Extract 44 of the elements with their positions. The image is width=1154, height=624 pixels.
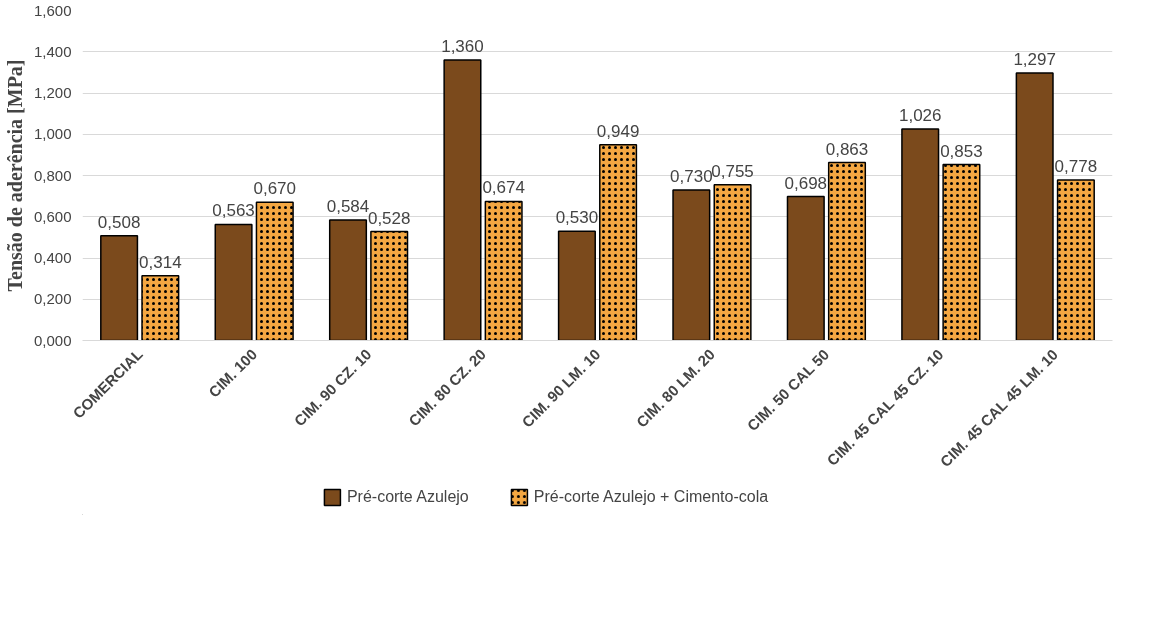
y-tick-label: 1,600: [33, 1, 72, 19]
bar: [1015, 72, 1054, 341]
data-label: 0,949: [596, 121, 640, 141]
data-label: 0,853: [940, 141, 983, 161]
legend-label: Pré-corte Azulejo: [346, 488, 469, 506]
data-label: 0,863: [825, 139, 869, 159]
y-tick-label: 0,600: [33, 207, 72, 225]
y-tick-label: 0,000: [33, 331, 72, 349]
y-tick-label: 1,000: [33, 125, 72, 143]
bar: [557, 230, 596, 341]
y-tick-label: 0,400: [33, 249, 72, 266]
x-tick-label: CIM. 100: [205, 345, 261, 401]
bar: [328, 219, 368, 341]
data-label: 1,026: [898, 105, 942, 125]
data-label: 0,584: [326, 197, 370, 217]
bar: [214, 223, 253, 341]
bar: [443, 59, 482, 341]
data-label: 0,778: [1054, 157, 1098, 177]
legend-label: Pré-corte Azulejo + Cimento-cola: [533, 488, 769, 506]
data-label: 0,563: [212, 201, 255, 221]
y-axis-title: Tensão de aderência [MPa]: [3, 59, 26, 292]
data-label: 0,508: [97, 212, 141, 232]
y-tick-label: 0,200: [33, 290, 72, 308]
x-tick-label: CIM. 80 CZ. 20: [405, 345, 490, 430]
bar: [786, 195, 825, 341]
x-tick-label: CIM. 90 CZ. 10: [290, 345, 375, 430]
data-label: 1,297: [1013, 49, 1056, 69]
x-tick-label: CIM. 50 CAL 50: [743, 345, 833, 435]
y-tick-label: 1,200: [33, 84, 72, 101]
data-label: 0,314: [139, 252, 182, 272]
data-label: 0,670: [253, 179, 297, 199]
bar: [672, 189, 711, 341]
bar: [100, 234, 139, 341]
data-label: 0,674: [482, 178, 525, 198]
y-tick-label: 0,800: [33, 166, 72, 184]
data-label: 0,698: [784, 173, 828, 193]
data-label: 0,730: [670, 166, 713, 186]
bar: [901, 128, 940, 341]
x-tick-label: CIM. 80 LM. 20: [632, 345, 718, 431]
data-label: 0,755: [711, 161, 754, 181]
data-label: 0,530: [555, 208, 599, 228]
data-label: 1,360: [441, 37, 484, 56]
y-tick-label: 1,400: [33, 42, 72, 60]
x-tick-label: CIM. 90 LM. 10: [518, 345, 604, 431]
